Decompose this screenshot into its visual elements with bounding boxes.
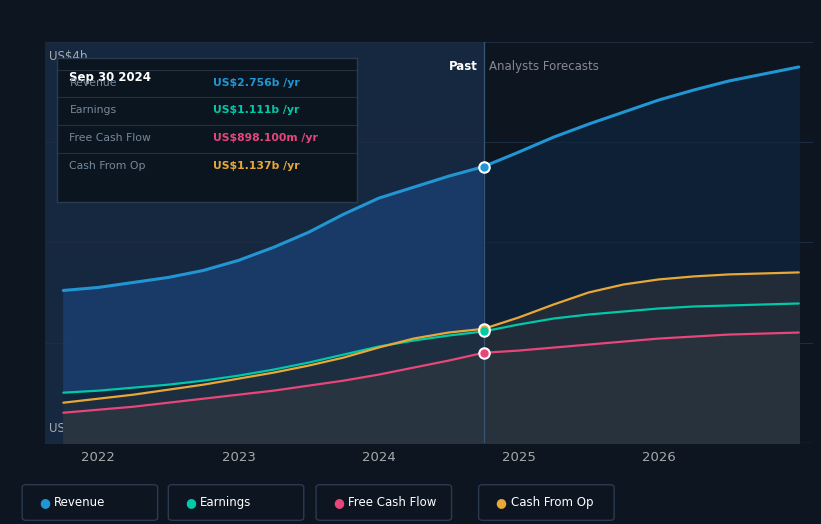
Text: Revenue: Revenue <box>54 496 106 509</box>
Text: Earnings: Earnings <box>200 496 252 509</box>
Text: Cash From Op: Cash From Op <box>70 161 146 171</box>
Text: Earnings: Earnings <box>70 105 117 115</box>
Text: US$1.111b /yr: US$1.111b /yr <box>213 105 300 115</box>
Text: US$0: US$0 <box>49 422 80 435</box>
Text: ●: ● <box>185 496 196 509</box>
Text: ●: ● <box>39 496 50 509</box>
Text: US$4b: US$4b <box>49 50 87 63</box>
Text: Analysts Forecasts: Analysts Forecasts <box>489 60 599 73</box>
Text: Free Cash Flow: Free Cash Flow <box>70 133 151 143</box>
Text: Free Cash Flow: Free Cash Flow <box>348 496 437 509</box>
Text: Revenue: Revenue <box>70 78 117 88</box>
Text: US$898.100m /yr: US$898.100m /yr <box>213 133 319 143</box>
Text: US$1.137b /yr: US$1.137b /yr <box>213 161 300 171</box>
Text: Sep 30 2024: Sep 30 2024 <box>70 71 151 84</box>
Text: Past: Past <box>449 60 478 73</box>
Text: ●: ● <box>333 496 344 509</box>
Text: ●: ● <box>495 496 507 509</box>
Text: Cash From Op: Cash From Op <box>511 496 593 509</box>
Text: US$2.756b /yr: US$2.756b /yr <box>213 78 300 88</box>
